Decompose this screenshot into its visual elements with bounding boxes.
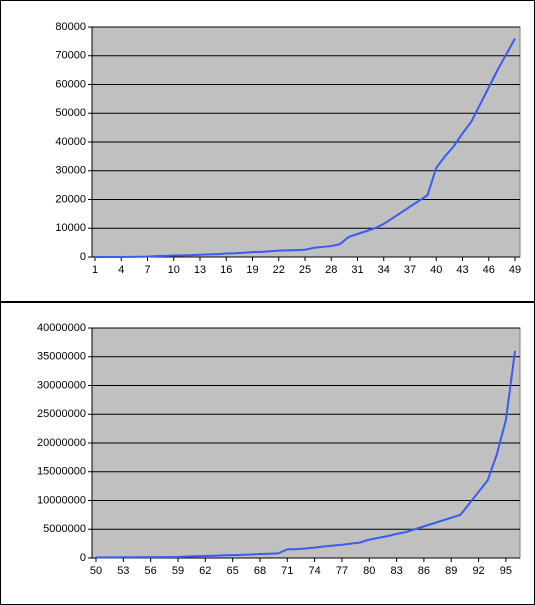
x-tick-label: 22	[273, 264, 285, 276]
y-tick-label: 5000000	[43, 523, 86, 535]
x-tick-label: 86	[418, 565, 430, 577]
x-tick-label: 80	[363, 565, 375, 577]
y-tick-label: 80000	[55, 21, 86, 33]
y-tick-label: 70000	[55, 50, 86, 62]
y-tick-label: 0	[80, 552, 86, 564]
x-tick-label: 1	[92, 264, 98, 276]
x-tick-label: 4	[118, 264, 124, 276]
data-line	[96, 350, 516, 559]
y-tick-label: 25000000	[37, 408, 86, 420]
y-tick-label: 15000000	[37, 466, 86, 478]
x-tick-label: 40	[430, 264, 442, 276]
x-tick-label: 25	[299, 264, 311, 276]
x-tick-label: 65	[227, 565, 239, 577]
x-tick-label: 89	[445, 565, 457, 577]
x-tick-label: 77	[336, 565, 348, 577]
x-tick-label: 49	[509, 264, 521, 276]
x-tick-label: 43	[456, 264, 468, 276]
x-tick-label: 34	[378, 264, 390, 276]
x-tick-label: 37	[404, 264, 416, 276]
y-tick-label: 60000	[55, 78, 86, 90]
y-tick-label: 35000000	[37, 351, 86, 363]
y-tick-label: 20000	[55, 193, 86, 205]
x-tick-label: 92	[472, 565, 484, 577]
x-tick-label: 16	[220, 264, 232, 276]
x-tick-label: 62	[199, 565, 211, 577]
x-tick-label: 95	[500, 565, 512, 577]
data-line	[95, 38, 516, 258]
x-tick-label: 19	[246, 264, 258, 276]
x-tick-label: 7	[144, 264, 150, 276]
x-tick-label: 59	[172, 565, 184, 577]
x-tick-label: 28	[325, 264, 337, 276]
y-tick-label: 30000	[55, 165, 86, 177]
x-tick-label: 56	[145, 565, 157, 577]
y-tick-label: 0	[80, 251, 86, 263]
x-tick-label: 83	[390, 565, 402, 577]
y-tick-label: 40000	[55, 136, 86, 148]
y-tick-label: 40000000	[37, 322, 86, 334]
x-tick-label: 74	[308, 565, 320, 577]
x-tick-label: 13	[194, 264, 206, 276]
x-tick-label: 31	[351, 264, 363, 276]
x-tick-label: 71	[281, 565, 293, 577]
y-tick-label: 50000	[55, 107, 86, 119]
y-tick-label: 10000	[55, 222, 86, 234]
x-tick-label: 46	[483, 264, 495, 276]
y-tick-label: 30000000	[37, 379, 86, 391]
y-tick-label: 10000000	[37, 494, 86, 506]
x-tick-label: 10	[168, 264, 180, 276]
x-tick-label: 68	[254, 565, 266, 577]
y-tick-label: 20000000	[37, 437, 86, 449]
x-tick-label: 53	[117, 565, 129, 577]
x-tick-label: 50	[90, 565, 102, 577]
